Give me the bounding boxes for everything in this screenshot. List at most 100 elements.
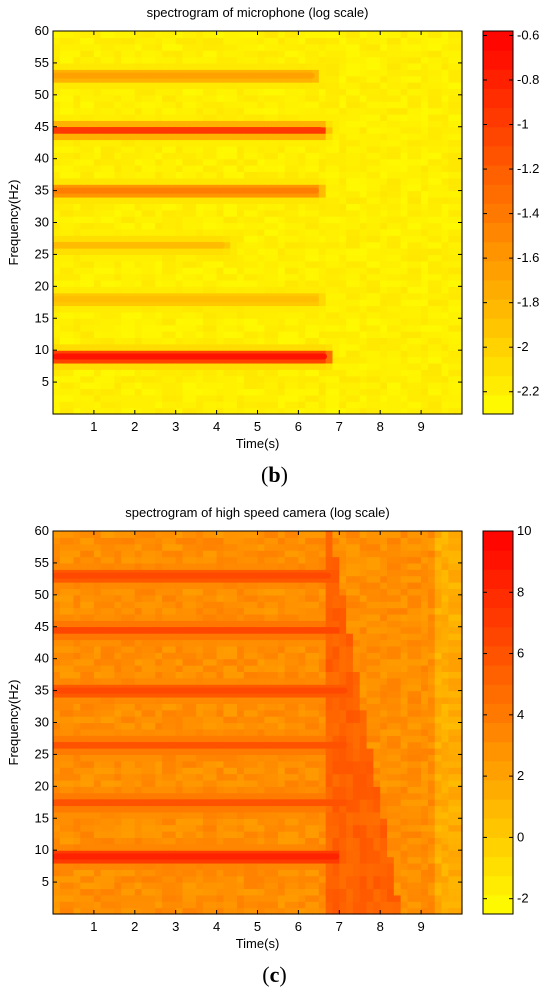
heatmap-cell bbox=[380, 152, 388, 160]
heatmap-cell bbox=[100, 190, 109, 198]
heatmap-cell bbox=[448, 107, 456, 115]
heatmap-cell bbox=[53, 888, 61, 896]
heatmap-cell bbox=[202, 165, 211, 173]
heatmap-cell bbox=[100, 196, 109, 204]
heatmap-cell bbox=[387, 254, 395, 262]
heatmap-cell bbox=[87, 324, 95, 332]
heatmap-cell bbox=[427, 260, 436, 268]
heatmap-cell bbox=[114, 556, 122, 564]
heatmap-cell bbox=[196, 94, 204, 102]
heatmap-cell bbox=[387, 388, 395, 396]
heatmap-cell bbox=[59, 171, 68, 179]
heatmap-cell bbox=[216, 324, 225, 332]
heatmap-cell bbox=[312, 37, 320, 45]
heatmap-cell bbox=[441, 107, 449, 115]
heatmap-cell bbox=[373, 382, 381, 390]
heatmap-cell bbox=[298, 94, 306, 102]
heatmap-cell bbox=[284, 407, 293, 415]
heatmap-cell bbox=[162, 171, 170, 179]
heatmap-cell bbox=[257, 267, 265, 275]
heatmap-cell bbox=[332, 62, 340, 70]
heatmap-cell bbox=[434, 126, 443, 134]
heatmap-cell bbox=[127, 318, 136, 326]
heatmap-cell bbox=[237, 209, 245, 217]
heatmap-cell bbox=[257, 254, 265, 262]
heatmap-cell bbox=[380, 177, 388, 185]
heatmap-cell bbox=[53, 158, 61, 166]
heatmap-cell bbox=[141, 869, 150, 877]
heatmap-cell bbox=[427, 88, 436, 96]
heatmap-cell bbox=[427, 94, 436, 102]
heatmap-cell bbox=[250, 260, 259, 268]
heatmap-cell bbox=[59, 760, 68, 768]
heatmap-cell bbox=[59, 594, 68, 602]
heatmap-cell bbox=[257, 407, 265, 415]
heatmap-cell bbox=[100, 882, 109, 890]
heatmap-cell bbox=[284, 356, 293, 364]
heatmap-cell bbox=[114, 171, 122, 179]
heatmap-cell bbox=[59, 792, 68, 800]
heatmap-cell bbox=[291, 299, 299, 307]
heatmap-cell bbox=[264, 203, 272, 211]
heatmap-cell bbox=[325, 133, 334, 141]
heatmap-cell bbox=[202, 171, 211, 179]
heatmap-cell bbox=[121, 139, 129, 147]
heatmap-cell bbox=[155, 613, 163, 621]
heatmap-cell bbox=[168, 773, 177, 781]
heatmap-cell bbox=[223, 299, 231, 307]
heatmap-cell bbox=[93, 550, 102, 558]
heatmap-cell bbox=[332, 260, 340, 268]
heatmap-cell bbox=[114, 267, 122, 275]
heatmap-cell bbox=[80, 216, 88, 224]
heatmap-cell bbox=[66, 620, 75, 628]
heatmap-cell bbox=[393, 145, 402, 153]
heatmap-cell bbox=[148, 113, 156, 121]
heatmap-cell bbox=[73, 343, 81, 351]
heatmap-cell bbox=[421, 254, 429, 262]
heatmap-cell bbox=[175, 171, 184, 179]
heatmap-cell bbox=[59, 401, 68, 409]
heatmap-cell bbox=[175, 75, 184, 83]
heatmap-cell bbox=[121, 107, 129, 115]
heatmap-cell bbox=[366, 37, 374, 45]
heatmap-cell bbox=[59, 550, 68, 558]
heatmap-cell bbox=[100, 601, 109, 609]
heatmap-cell bbox=[352, 331, 361, 338]
heatmap-cell bbox=[298, 254, 306, 262]
heatmap-cell bbox=[100, 811, 109, 819]
heatmap-cell bbox=[127, 43, 136, 51]
heatmap-cell bbox=[134, 543, 143, 551]
heatmap-cell bbox=[407, 177, 415, 185]
heatmap-cell bbox=[59, 837, 68, 845]
heatmap-cell bbox=[168, 113, 177, 121]
heatmap-cell bbox=[202, 401, 211, 409]
heatmap-cell bbox=[121, 158, 129, 166]
heatmap-cell bbox=[230, 267, 238, 275]
heatmap-cell bbox=[114, 120, 122, 128]
heatmap-cell bbox=[114, 31, 122, 38]
heatmap-cell bbox=[237, 82, 245, 90]
heatmap-cell bbox=[80, 537, 88, 545]
heatmap-cell bbox=[434, 388, 443, 396]
heatmap-cell bbox=[264, 107, 272, 115]
heatmap-cell bbox=[189, 824, 197, 832]
heatmap-cell bbox=[59, 869, 68, 877]
heatmap-cell bbox=[141, 101, 150, 109]
heatmap-cell bbox=[414, 126, 422, 134]
heatmap-cell bbox=[427, 299, 436, 307]
heatmap-cell bbox=[243, 203, 252, 211]
heatmap-cell bbox=[182, 267, 190, 275]
heatmap-cell bbox=[441, 158, 449, 166]
heatmap-cell bbox=[93, 318, 102, 326]
heatmap-cell bbox=[114, 88, 122, 96]
heatmap-cell bbox=[339, 260, 347, 268]
heatmap-cell bbox=[284, 279, 293, 287]
heatmap-cell bbox=[155, 318, 163, 326]
heatmap-cell bbox=[455, 139, 463, 147]
heatmap-cell bbox=[264, 324, 272, 332]
heatmap-cell bbox=[59, 235, 68, 243]
heatmap-cell bbox=[243, 145, 252, 153]
heatmap-cell bbox=[87, 375, 95, 383]
heatmap-cell bbox=[339, 222, 347, 230]
heatmap-cell bbox=[427, 101, 436, 109]
